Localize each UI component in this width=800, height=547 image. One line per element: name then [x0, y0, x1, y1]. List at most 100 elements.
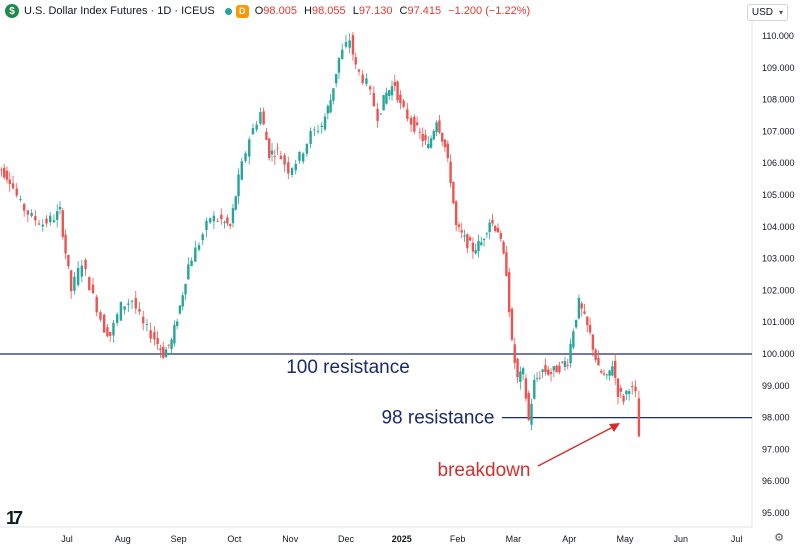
candle-body: [37, 223, 41, 225]
candle-body: [376, 108, 379, 121]
candle-body: [588, 324, 592, 333]
candle-body: [574, 319, 578, 328]
candle-body: [290, 168, 294, 175]
candle-body: [298, 151, 301, 161]
candle-body: [184, 283, 187, 295]
candle-body: [569, 343, 572, 364]
candle-body: [145, 324, 149, 325]
candle-body: [313, 129, 316, 131]
x-tick-label: Dec: [338, 534, 355, 544]
candle-body: [399, 94, 402, 104]
candle-body: [427, 144, 430, 149]
candle-body: [357, 69, 361, 72]
candle-body: [334, 74, 338, 84]
close-label: C: [399, 5, 408, 17]
candle-body: [265, 131, 268, 141]
market-status-dot-icon: [224, 7, 232, 15]
candle-body: [326, 105, 330, 114]
open-label: O: [254, 5, 264, 17]
x-tick-label: Sep: [171, 534, 187, 544]
candle-body: [354, 57, 357, 65]
candle-body: [22, 204, 26, 211]
breakdown-arrow-line: [537, 426, 614, 467]
symbol-title[interactable]: U.S. Dollar Index Futures · 1D · ICEUS: [24, 5, 215, 17]
y-tick-label: 103.000: [762, 254, 795, 264]
candle-body: [95, 296, 98, 313]
candle-body: [332, 88, 335, 101]
candle-body: [61, 210, 64, 237]
low-value: 97.130: [358, 5, 393, 17]
candle-body: [228, 224, 232, 227]
candle-body: [424, 135, 427, 141]
candle-body: [586, 316, 589, 326]
candle-body: [468, 237, 472, 241]
candle-body: [142, 316, 145, 324]
x-tick-label: Jun: [674, 534, 689, 544]
candle-body: [220, 214, 223, 220]
candle-body: [388, 90, 391, 96]
candle-body: [351, 35, 355, 55]
y-tick-label: 108.000: [762, 95, 795, 105]
candle-body: [365, 78, 368, 84]
candle-body: [262, 111, 265, 125]
x-tick-label: May: [616, 534, 634, 544]
candle-body: [190, 260, 193, 267]
candle-body: [73, 276, 76, 291]
candle-body: [255, 124, 258, 130]
candle-body: [337, 57, 341, 73]
candle-body: [34, 216, 37, 221]
candle-body: [547, 369, 550, 375]
candle-body: [201, 234, 204, 241]
candle-body: [283, 155, 286, 165]
x-tick-label: Mar: [506, 534, 522, 544]
candle-body: [577, 297, 581, 319]
candle-body: [294, 163, 297, 171]
candle-body: [287, 162, 290, 174]
candle-body: [485, 233, 489, 235]
candle-body: [454, 201, 458, 226]
currency-selector[interactable]: USD ▾: [746, 4, 788, 21]
candle-body: [530, 403, 533, 425]
annotation-98-resistance: 98 resistance: [381, 408, 494, 429]
candle-body: [482, 239, 486, 241]
annotation-100-resistance: 100 resistance: [286, 357, 410, 378]
candle-body: [149, 330, 152, 339]
candle-body: [560, 361, 564, 363]
candle-body: [52, 220, 56, 223]
candle-body: [127, 303, 130, 305]
candle-body: [170, 339, 173, 350]
candle-body: [449, 161, 452, 184]
candle-body: [533, 379, 536, 399]
x-tick-label: Feb: [450, 534, 466, 544]
candle-body: [5, 170, 9, 180]
close-value: 97.415: [407, 5, 442, 17]
candle-body: [637, 398, 641, 437]
candle-body: [494, 225, 497, 231]
candle-body: [268, 138, 271, 159]
candle-body: [510, 308, 514, 340]
settings-gear-icon[interactable]: ⚙: [774, 532, 784, 544]
chart-header: $ U.S. Dollar Index Futures · 1D · ICEUS…: [0, 0, 750, 22]
candle-body: [600, 370, 603, 373]
candle-body: [276, 147, 279, 149]
candle-body: [84, 259, 87, 270]
candle-body: [480, 242, 483, 246]
breakdown-arrow-head: [609, 423, 620, 432]
candle-body: [80, 265, 84, 277]
candle-body: [563, 361, 567, 367]
candle-body: [406, 109, 409, 119]
candle-body: [91, 284, 95, 294]
candle-body: [251, 128, 255, 135]
candle-body: [55, 211, 59, 220]
candle-body: [329, 100, 332, 113]
candle-body: [153, 332, 156, 340]
candle-body: [591, 334, 595, 350]
candle-body: [273, 156, 277, 158]
candle-body: [513, 344, 516, 363]
candle-body: [488, 222, 491, 233]
candle-body: [432, 130, 436, 140]
candle-body: [558, 365, 561, 373]
candle-body: [197, 245, 201, 250]
candle-body: [409, 117, 413, 125]
